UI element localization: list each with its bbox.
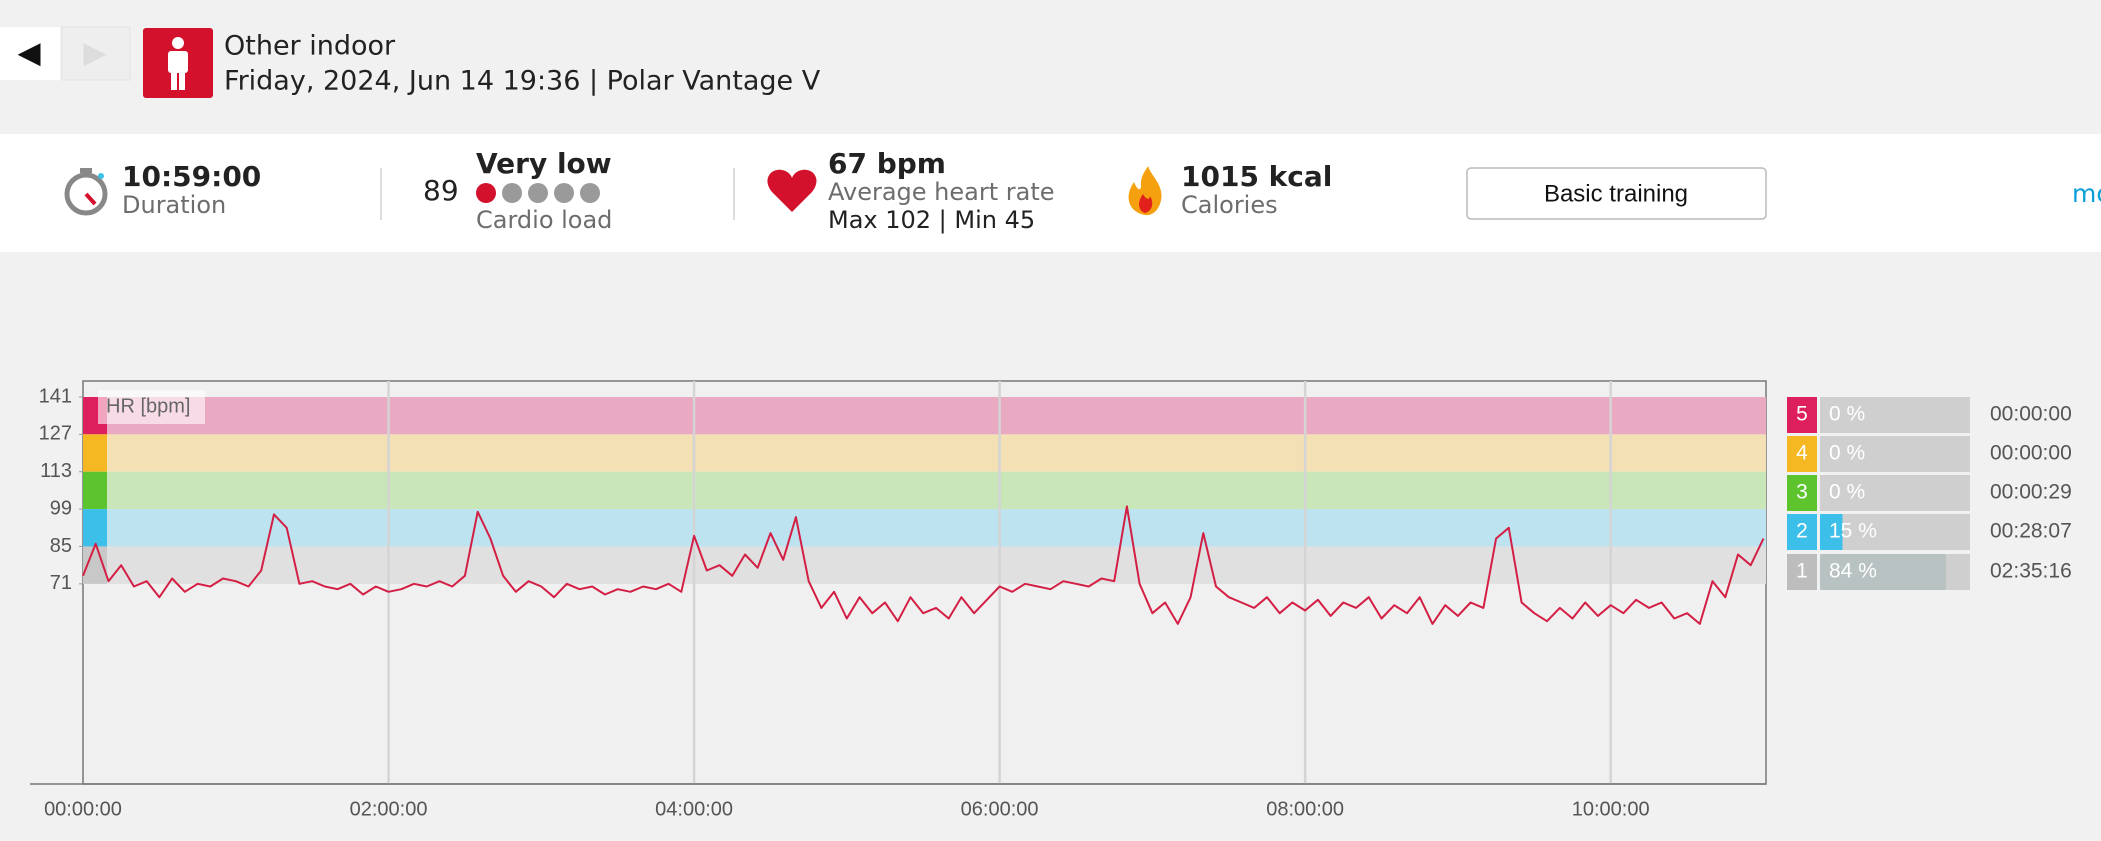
zone-time: 00:00:00	[1990, 403, 2072, 426]
person-icon	[168, 37, 188, 90]
y-tick-label: 99	[50, 497, 72, 519]
zone-bar-bg	[1820, 475, 1970, 511]
x-tick-label: 06:00:00	[961, 798, 1039, 820]
x-tick-label: 10:00:00	[1572, 798, 1650, 820]
zone-percent: 0 %	[1829, 442, 1865, 465]
x-tick-label: 00:00:00	[44, 798, 122, 820]
zone-percent: 84 %	[1829, 560, 1877, 583]
zone-name: 1	[1796, 560, 1808, 583]
zone-name: 4	[1796, 442, 1808, 465]
cardio-level: Very low	[476, 147, 612, 180]
zone-bar-bg	[1820, 436, 1970, 472]
subtitle: Friday, 2024, Jun 14 19:36 | Polar Vanta…	[224, 66, 821, 97]
zone-strip	[83, 434, 107, 472]
x-tick-label: 04:00:00	[655, 798, 733, 820]
hr-line	[82, 505, 1765, 625]
flame-icon	[1128, 166, 1162, 216]
zone-bar-bg	[1820, 397, 1970, 433]
y-tick-label: 71	[50, 572, 72, 594]
back-button[interactable]	[0, 27, 60, 80]
avg-hr: 67 bpm	[828, 147, 946, 180]
y-label-box	[98, 390, 205, 424]
zone-strip	[83, 471, 107, 510]
zone-strip	[83, 509, 107, 547]
cardio-label: Cardio load	[476, 206, 612, 234]
zone-name: 5	[1796, 403, 1808, 426]
hr-range: Max 102 | Min 45	[828, 206, 1035, 234]
y-tick-label: 141	[39, 385, 72, 407]
zone-time: 00:28:07	[1990, 520, 2072, 543]
cardio-dots	[476, 183, 600, 203]
zone-band	[83, 397, 1766, 435]
y-tick-label: 85	[50, 535, 72, 557]
forward-arrow[interactable]: ▶	[83, 36, 106, 71]
heart-icon	[767, 169, 817, 212]
zone-percent: 15 %	[1829, 520, 1877, 543]
zone-bar-bg	[1820, 514, 1970, 550]
zone-time: 00:00:29	[1990, 481, 2072, 504]
more-link[interactable]: mo	[2072, 179, 2101, 208]
y-tick-label: 127	[39, 423, 72, 445]
avg-hr-label: Average heart rate	[828, 178, 1055, 206]
forward-button[interactable]	[61, 26, 131, 81]
zone-band	[83, 546, 1766, 584]
zone-badge	[1787, 475, 1817, 511]
zone-band	[83, 471, 1766, 510]
training-button[interactable]	[1466, 167, 1767, 220]
y-axis-label: HR [bpm]	[106, 395, 190, 417]
zone-badge	[1787, 397, 1817, 433]
zone-badge	[1787, 554, 1817, 590]
zone-percent: 0 %	[1829, 403, 1865, 426]
zone-bar	[1820, 514, 1843, 550]
zone-band	[83, 509, 1766, 547]
duration-label: Duration	[122, 191, 226, 219]
title: Other indoor	[224, 31, 396, 62]
x-tick-label: 02:00:00	[350, 798, 428, 820]
calories: 1015 kcal	[1181, 160, 1332, 193]
header-bg	[0, 0, 2101, 134]
x-tick-label: 08:00:00	[1266, 798, 1344, 820]
y-tick-label: 113	[40, 460, 72, 482]
zone-bar	[1820, 554, 1946, 590]
zone-percent: 0 %	[1829, 481, 1865, 504]
flame-core	[1139, 194, 1153, 213]
zone-badge	[1787, 514, 1817, 550]
duration: 10:59:00	[122, 160, 261, 193]
zone-time: 00:00:00	[1990, 442, 2072, 465]
stopwatch-icon	[64, 168, 108, 216]
back-arrow[interactable]: ◀	[17, 36, 40, 71]
zone-band	[83, 434, 1766, 472]
calories-label: Calories	[1181, 191, 1278, 219]
zone-badge	[1787, 436, 1817, 472]
training-button-label[interactable]: Basic training	[1544, 180, 1688, 207]
zone-time: 02:35:16	[1990, 560, 2072, 583]
zone-name: 3	[1796, 481, 1808, 504]
cardio-value: 89	[423, 174, 459, 207]
zone-name: 2	[1796, 520, 1808, 543]
